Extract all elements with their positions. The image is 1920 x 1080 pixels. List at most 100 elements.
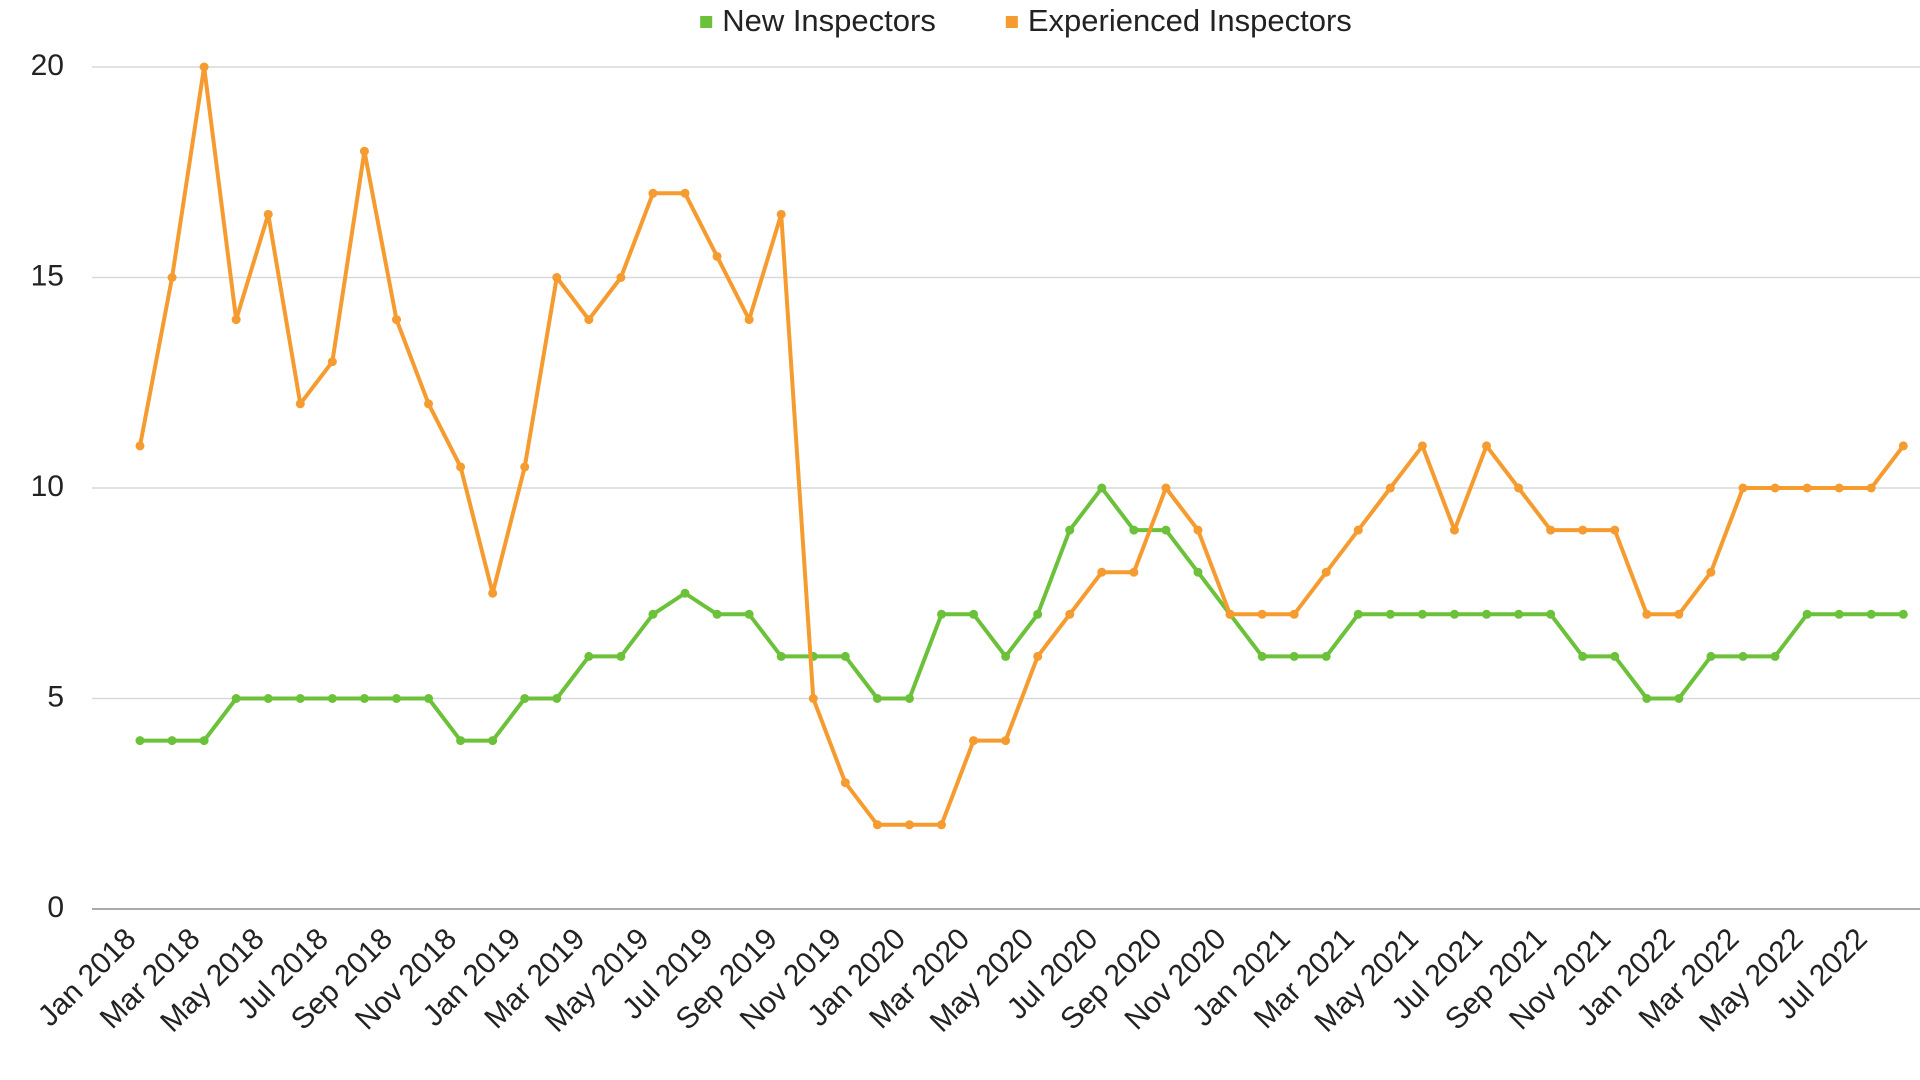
data-point (520, 462, 530, 472)
data-point (456, 736, 466, 746)
data-point (391, 315, 401, 325)
series-line (138, 65, 1905, 827)
legend-label: New Inspectors (722, 3, 936, 38)
data-point (1385, 609, 1395, 619)
data-point (167, 736, 177, 746)
data-point (904, 694, 914, 703)
data-point (263, 209, 273, 219)
data-point (456, 462, 466, 472)
data-point (584, 315, 594, 325)
data-point (872, 820, 882, 830)
data-point (1642, 609, 1652, 619)
data-point (1898, 609, 1908, 619)
data-point (1097, 483, 1107, 493)
data-point (327, 357, 337, 367)
data-point (1193, 525, 1203, 535)
data-point (1033, 609, 1043, 619)
legend-swatch (700, 16, 713, 28)
data-point (744, 315, 754, 325)
legend-swatch (1005, 16, 1018, 28)
data-point (167, 273, 177, 282)
series-line (140, 486, 1904, 743)
data-point (1578, 525, 1588, 535)
data-point (1706, 651, 1716, 661)
data-point (1738, 483, 1748, 493)
data-point (1385, 483, 1395, 493)
data-point (1834, 609, 1844, 619)
data-point (1257, 651, 1267, 661)
data-point (648, 609, 658, 619)
data-point (1193, 567, 1203, 577)
data-point (488, 736, 498, 746)
data-point (424, 694, 434, 703)
data-point (1321, 567, 1331, 577)
data-point (904, 820, 914, 830)
data-point (1353, 609, 1363, 619)
data-point (552, 273, 562, 282)
data-point (135, 736, 145, 746)
data-point (1065, 525, 1075, 535)
data-point (1417, 441, 1427, 451)
data-point (840, 651, 850, 661)
data-point (231, 694, 241, 703)
data-point (1866, 609, 1876, 619)
data-point (1449, 609, 1459, 619)
data-point (488, 588, 498, 598)
data-point (1065, 609, 1075, 619)
data-point (1834, 483, 1844, 493)
y-tick-label: 0 (47, 891, 64, 924)
data-point (1417, 609, 1427, 619)
y-tick-label: 20 (31, 49, 64, 82)
data-point (1001, 651, 1011, 661)
y-tick-label: 10 (31, 470, 64, 503)
data-point (1706, 567, 1716, 577)
data-point (584, 651, 594, 661)
data-point (295, 694, 305, 703)
data-point (231, 315, 241, 325)
data-point (1449, 525, 1459, 535)
data-point (840, 778, 850, 788)
legend-item: New Inspectors (700, 3, 936, 38)
data-point (872, 694, 882, 703)
data-point (552, 694, 562, 703)
data-point (1257, 609, 1267, 619)
data-point (744, 609, 754, 619)
data-point (1802, 609, 1812, 619)
legend-item: Experienced Inspectors (1005, 3, 1352, 38)
data-point (1225, 609, 1235, 619)
y-tick-label: 5 (47, 680, 64, 713)
data-point (1610, 651, 1620, 661)
data-point (1353, 525, 1363, 535)
data-point (1866, 483, 1876, 493)
data-point (1289, 609, 1299, 619)
data-point (1482, 441, 1492, 451)
data-point (295, 399, 305, 409)
data-point (1674, 609, 1684, 619)
data-point (1802, 483, 1812, 493)
data-point (199, 62, 209, 72)
data-point (937, 609, 946, 619)
y-tick-label: 15 (31, 259, 64, 292)
data-point (263, 694, 273, 703)
data-point (1546, 609, 1556, 619)
data-point (424, 399, 434, 409)
data-point (1321, 651, 1331, 661)
data-point (969, 736, 979, 746)
data-point (776, 209, 786, 219)
data-point (1738, 651, 1748, 661)
data-point (616, 651, 626, 661)
data-point (1770, 651, 1780, 661)
data-point (937, 820, 946, 830)
data-point (1546, 525, 1556, 535)
data-point (1129, 567, 1139, 577)
data-point (1001, 736, 1011, 746)
data-point (1898, 441, 1908, 451)
data-point (391, 694, 401, 703)
legend-label: Experienced Inspectors (1028, 3, 1352, 38)
data-point (680, 588, 690, 598)
data-point (359, 694, 369, 703)
data-point (776, 651, 786, 661)
data-point (1097, 567, 1107, 577)
data-point (1578, 651, 1588, 661)
